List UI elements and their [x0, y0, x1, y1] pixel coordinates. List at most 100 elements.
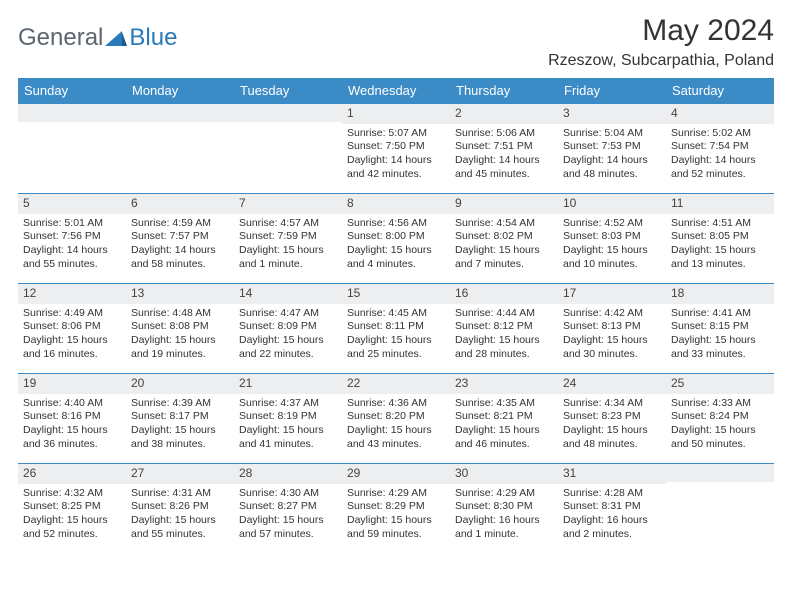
day-body: Sunrise: 4:49 AMSunset: 8:06 PMDaylight:… — [18, 304, 126, 367]
day-number: 10 — [558, 194, 666, 214]
sunrise-text: Sunrise: 4:37 AM — [239, 397, 337, 411]
day-body: Sunrise: 4:41 AMSunset: 8:15 PMDaylight:… — [666, 304, 774, 367]
daylight-text: Daylight: 15 hours and 59 minutes. — [347, 514, 445, 541]
sunset-text: Sunset: 8:17 PM — [131, 410, 229, 424]
sunset-text: Sunset: 7:56 PM — [23, 230, 121, 244]
day-number: 3 — [558, 104, 666, 124]
day-number: 20 — [126, 374, 234, 394]
calendar-week-row: 12Sunrise: 4:49 AMSunset: 8:06 PMDayligh… — [18, 284, 774, 374]
sunrise-text: Sunrise: 4:44 AM — [455, 307, 553, 321]
daylight-text: Daylight: 16 hours and 2 minutes. — [563, 514, 661, 541]
sunset-text: Sunset: 8:24 PM — [671, 410, 769, 424]
daylight-text: Daylight: 15 hours and 28 minutes. — [455, 334, 553, 361]
day-body: Sunrise: 4:40 AMSunset: 8:16 PMDaylight:… — [18, 394, 126, 457]
day-body: Sunrise: 4:56 AMSunset: 8:00 PMDaylight:… — [342, 214, 450, 277]
calendar-day-cell: 26Sunrise: 4:32 AMSunset: 8:25 PMDayligh… — [18, 464, 126, 554]
sunset-text: Sunset: 8:11 PM — [347, 320, 445, 334]
sunrise-text: Sunrise: 4:39 AM — [131, 397, 229, 411]
calendar-day-cell: 31Sunrise: 4:28 AMSunset: 8:31 PMDayligh… — [558, 464, 666, 554]
day-number: 28 — [234, 464, 342, 484]
sunset-text: Sunset: 8:19 PM — [239, 410, 337, 424]
calendar-day-cell: 17Sunrise: 4:42 AMSunset: 8:13 PMDayligh… — [558, 284, 666, 374]
day-header: Friday — [558, 78, 666, 104]
day-body: Sunrise: 5:04 AMSunset: 7:53 PMDaylight:… — [558, 124, 666, 187]
sunrise-text: Sunrise: 4:33 AM — [671, 397, 769, 411]
sunrise-text: Sunrise: 4:56 AM — [347, 217, 445, 231]
sunrise-text: Sunrise: 4:40 AM — [23, 397, 121, 411]
daylight-text: Daylight: 14 hours and 55 minutes. — [23, 244, 121, 271]
sunset-text: Sunset: 8:13 PM — [563, 320, 661, 334]
day-body: Sunrise: 4:48 AMSunset: 8:08 PMDaylight:… — [126, 304, 234, 367]
calendar-day-cell: 16Sunrise: 4:44 AMSunset: 8:12 PMDayligh… — [450, 284, 558, 374]
sunrise-text: Sunrise: 4:35 AM — [455, 397, 553, 411]
day-body: Sunrise: 4:28 AMSunset: 8:31 PMDaylight:… — [558, 484, 666, 547]
day-body: Sunrise: 4:29 AMSunset: 8:30 PMDaylight:… — [450, 484, 558, 547]
sunrise-text: Sunrise: 4:59 AM — [131, 217, 229, 231]
calendar-day-cell: 15Sunrise: 4:45 AMSunset: 8:11 PMDayligh… — [342, 284, 450, 374]
day-body: Sunrise: 4:39 AMSunset: 8:17 PMDaylight:… — [126, 394, 234, 457]
daylight-text: Daylight: 15 hours and 55 minutes. — [131, 514, 229, 541]
daylight-text: Daylight: 15 hours and 33 minutes. — [671, 334, 769, 361]
sunrise-text: Sunrise: 4:47 AM — [239, 307, 337, 321]
sunset-text: Sunset: 8:03 PM — [563, 230, 661, 244]
day-number: 22 — [342, 374, 450, 394]
day-number: 30 — [450, 464, 558, 484]
sunrise-text: Sunrise: 5:04 AM — [563, 127, 661, 141]
day-number: 2 — [450, 104, 558, 124]
daylight-text: Daylight: 14 hours and 58 minutes. — [131, 244, 229, 271]
day-number: 15 — [342, 284, 450, 304]
page-title: May 2024 — [548, 14, 774, 48]
sunset-text: Sunset: 8:30 PM — [455, 500, 553, 514]
day-body: Sunrise: 5:02 AMSunset: 7:54 PMDaylight:… — [666, 124, 774, 187]
day-number: 27 — [126, 464, 234, 484]
day-number — [18, 104, 126, 122]
calendar-week-row: 19Sunrise: 4:40 AMSunset: 8:16 PMDayligh… — [18, 374, 774, 464]
calendar-day-cell — [666, 464, 774, 554]
sunrise-text: Sunrise: 5:01 AM — [23, 217, 121, 231]
calendar-week-row: 26Sunrise: 4:32 AMSunset: 8:25 PMDayligh… — [18, 464, 774, 554]
sunset-text: Sunset: 8:00 PM — [347, 230, 445, 244]
daylight-text: Daylight: 15 hours and 10 minutes. — [563, 244, 661, 271]
day-header: Wednesday — [342, 78, 450, 104]
daylight-text: Daylight: 15 hours and 50 minutes. — [671, 424, 769, 451]
calendar-day-cell: 7Sunrise: 4:57 AMSunset: 7:59 PMDaylight… — [234, 194, 342, 284]
sunset-text: Sunset: 7:53 PM — [563, 140, 661, 154]
sunrise-text: Sunrise: 4:28 AM — [563, 487, 661, 501]
calendar-day-cell: 4Sunrise: 5:02 AMSunset: 7:54 PMDaylight… — [666, 104, 774, 194]
sunset-text: Sunset: 8:26 PM — [131, 500, 229, 514]
calendar-day-cell: 3Sunrise: 5:04 AMSunset: 7:53 PMDaylight… — [558, 104, 666, 194]
sunset-text: Sunset: 8:25 PM — [23, 500, 121, 514]
day-body: Sunrise: 4:35 AMSunset: 8:21 PMDaylight:… — [450, 394, 558, 457]
calendar-day-cell: 24Sunrise: 4:34 AMSunset: 8:23 PMDayligh… — [558, 374, 666, 464]
day-body: Sunrise: 4:44 AMSunset: 8:12 PMDaylight:… — [450, 304, 558, 367]
daylight-text: Daylight: 15 hours and 25 minutes. — [347, 334, 445, 361]
day-body: Sunrise: 5:07 AMSunset: 7:50 PMDaylight:… — [342, 124, 450, 187]
daylight-text: Daylight: 15 hours and 36 minutes. — [23, 424, 121, 451]
day-body: Sunrise: 4:42 AMSunset: 8:13 PMDaylight:… — [558, 304, 666, 367]
sunset-text: Sunset: 8:21 PM — [455, 410, 553, 424]
sunset-text: Sunset: 7:59 PM — [239, 230, 337, 244]
day-body: Sunrise: 4:34 AMSunset: 8:23 PMDaylight:… — [558, 394, 666, 457]
sunrise-text: Sunrise: 4:34 AM — [563, 397, 661, 411]
day-body — [18, 122, 126, 130]
day-number: 6 — [126, 194, 234, 214]
sunset-text: Sunset: 7:54 PM — [671, 140, 769, 154]
calendar-day-cell — [126, 104, 234, 194]
day-number: 19 — [18, 374, 126, 394]
calendar-day-cell: 6Sunrise: 4:59 AMSunset: 7:57 PMDaylight… — [126, 194, 234, 284]
sunset-text: Sunset: 8:09 PM — [239, 320, 337, 334]
location-text: Rzeszow, Subcarpathia, Poland — [548, 52, 774, 70]
sunset-text: Sunset: 7:51 PM — [455, 140, 553, 154]
day-body — [126, 122, 234, 130]
daylight-text: Daylight: 15 hours and 46 minutes. — [455, 424, 553, 451]
sunrise-text: Sunrise: 5:06 AM — [455, 127, 553, 141]
calendar-day-cell: 19Sunrise: 4:40 AMSunset: 8:16 PMDayligh… — [18, 374, 126, 464]
day-number: 26 — [18, 464, 126, 484]
calendar-day-cell: 30Sunrise: 4:29 AMSunset: 8:30 PMDayligh… — [450, 464, 558, 554]
sunset-text: Sunset: 8:16 PM — [23, 410, 121, 424]
day-header: Sunday — [18, 78, 126, 104]
day-body: Sunrise: 4:47 AMSunset: 8:09 PMDaylight:… — [234, 304, 342, 367]
calendar-day-cell: 22Sunrise: 4:36 AMSunset: 8:20 PMDayligh… — [342, 374, 450, 464]
day-header-row: Sunday Monday Tuesday Wednesday Thursday… — [18, 78, 774, 104]
daylight-text: Daylight: 14 hours and 48 minutes. — [563, 154, 661, 181]
